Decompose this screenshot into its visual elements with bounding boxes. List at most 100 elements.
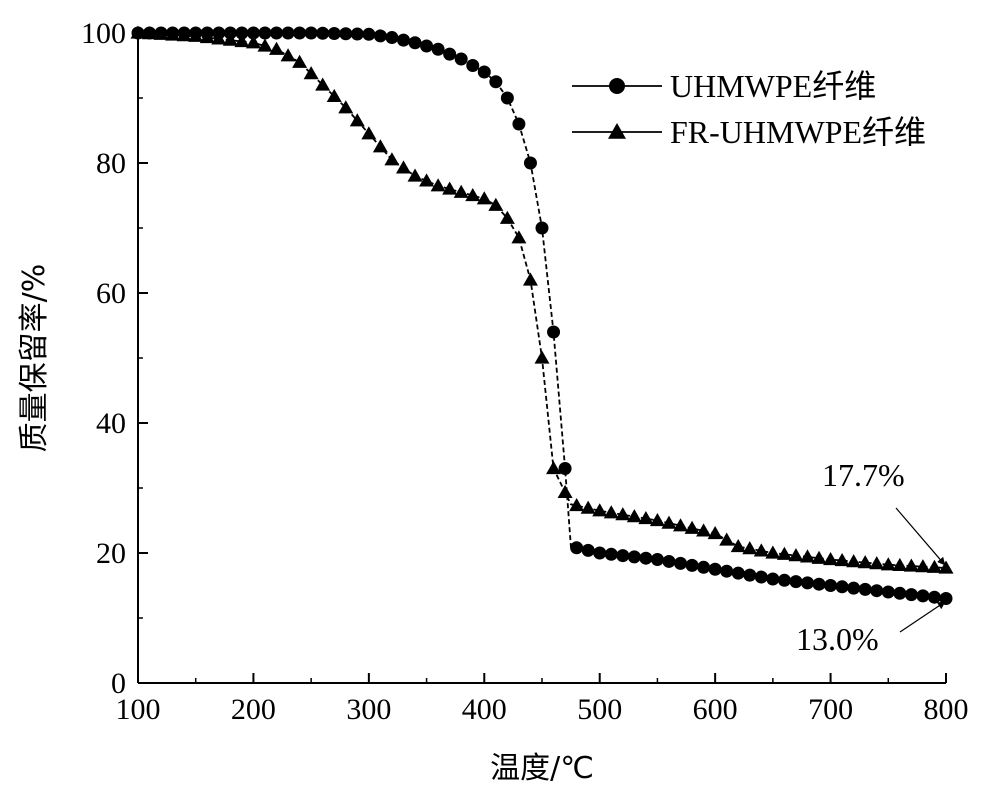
data-point-circle <box>708 562 722 576</box>
data-point-triangle <box>626 509 642 523</box>
data-point-triangle <box>188 28 204 42</box>
legend-marker-circle <box>609 78 625 94</box>
data-point-triangle <box>903 558 919 572</box>
data-point-circle <box>420 39 434 53</box>
data-point-triangle <box>915 559 931 573</box>
data-point-circle <box>512 117 526 131</box>
data-point-circle <box>235 26 249 40</box>
legend: UHMWPE纤维 FR-UHMWPE纤维 <box>572 68 926 150</box>
data-point-triangle <box>776 546 792 560</box>
data-point-triangle <box>730 539 746 553</box>
data-point-circle <box>500 91 514 105</box>
data-point-circle <box>489 75 503 89</box>
data-point-circle <box>616 549 630 563</box>
data-point-triangle <box>153 26 169 40</box>
data-point-circle <box>523 156 537 170</box>
data-point-triangle <box>292 54 308 68</box>
series-layer <box>130 25 954 605</box>
data-point-circle <box>893 586 907 600</box>
data-point-triangle <box>707 526 723 540</box>
data-point-triangle <box>696 523 712 537</box>
data-point-triangle <box>176 28 192 42</box>
data-point-circle <box>766 572 780 586</box>
data-point-circle <box>927 590 941 604</box>
x-tick-label: 200 <box>231 693 276 726</box>
data-point-triangle <box>673 518 689 532</box>
data-point-circle <box>316 26 330 40</box>
series-fr-uhmwpe <box>130 25 954 574</box>
data-point-circle <box>558 462 572 475</box>
data-point-circle <box>535 221 549 235</box>
data-point-circle <box>697 560 711 574</box>
data-point-circle <box>396 33 410 47</box>
data-point-circle <box>408 36 422 50</box>
x-tick-label: 700 <box>808 693 853 726</box>
data-point-triangle <box>430 178 446 192</box>
y-tick-label: 80 <box>96 147 126 180</box>
data-point-triangle <box>511 230 527 244</box>
data-point-triangle <box>603 505 619 519</box>
data-point-triangle <box>649 513 665 527</box>
data-point-circle <box>743 568 757 582</box>
data-point-circle <box>858 582 872 596</box>
data-point-triangle <box>638 511 654 525</box>
x-tick-label: 600 <box>693 693 738 726</box>
y-tick-label: 100 <box>81 17 126 50</box>
data-point-circle <box>281 26 295 40</box>
x-tick-label: 400 <box>462 693 507 726</box>
annotation-13-0: 13.0% <box>796 621 879 657</box>
data-point-circle <box>431 42 445 56</box>
y-tick-label: 20 <box>96 537 126 570</box>
y-tick-label: 0 <box>111 667 126 700</box>
data-point-triangle <box>580 500 596 514</box>
data-point-circle <box>812 577 826 591</box>
legend-marker-triangle <box>608 123 626 139</box>
data-point-circle <box>581 543 595 557</box>
legend-label: FR-UHMWPE纤维 <box>670 114 926 150</box>
data-point-triangle <box>834 553 850 567</box>
data-point-triangle <box>234 33 250 48</box>
data-point-circle <box>604 547 618 561</box>
data-point-circle <box>466 59 480 72</box>
y-tick-label: 60 <box>96 277 126 310</box>
data-point-circle <box>362 27 376 41</box>
data-point-circle <box>570 541 584 555</box>
data-point-triangle <box>407 168 423 182</box>
data-point-triangle <box>222 32 238 46</box>
data-point-circle <box>881 585 895 599</box>
data-point-triangle <box>869 556 885 570</box>
x-tick-label: 500 <box>577 693 622 726</box>
data-point-triangle <box>257 38 273 52</box>
data-point-triangle <box>326 88 342 102</box>
data-point-circle <box>385 31 399 45</box>
data-point-triangle <box>384 152 400 166</box>
x-tick-label: 100 <box>116 693 161 726</box>
data-point-triangle <box>211 31 227 45</box>
data-point-circle <box>731 566 745 580</box>
data-point-circle <box>662 554 676 568</box>
data-point-circle <box>870 584 884 598</box>
data-point-circle <box>847 581 861 595</box>
data-point-triangle <box>372 139 388 153</box>
data-point-triangle <box>349 113 365 127</box>
data-point-circle <box>685 558 699 572</box>
data-point-triangle <box>442 181 458 195</box>
data-point-circle <box>373 29 387 43</box>
data-point-triangle <box>130 25 146 39</box>
x-tick-label: 300 <box>346 693 391 726</box>
data-point-circle <box>639 551 653 565</box>
data-point-circle <box>674 556 688 570</box>
data-point-circle <box>327 27 341 41</box>
data-point-circle <box>350 27 364 41</box>
data-point-circle <box>835 580 849 594</box>
x-tick-label: 800 <box>924 693 969 726</box>
data-point-circle <box>304 26 318 40</box>
data-point-circle <box>824 579 838 592</box>
data-point-triangle <box>857 555 873 569</box>
y-axis-title: 质量保留率/% <box>17 264 52 453</box>
y-tick-label: 40 <box>96 407 126 440</box>
data-point-triangle <box>892 557 908 571</box>
data-point-triangle <box>799 549 815 563</box>
data-point-circle <box>916 589 930 603</box>
data-point-circle <box>246 26 260 40</box>
